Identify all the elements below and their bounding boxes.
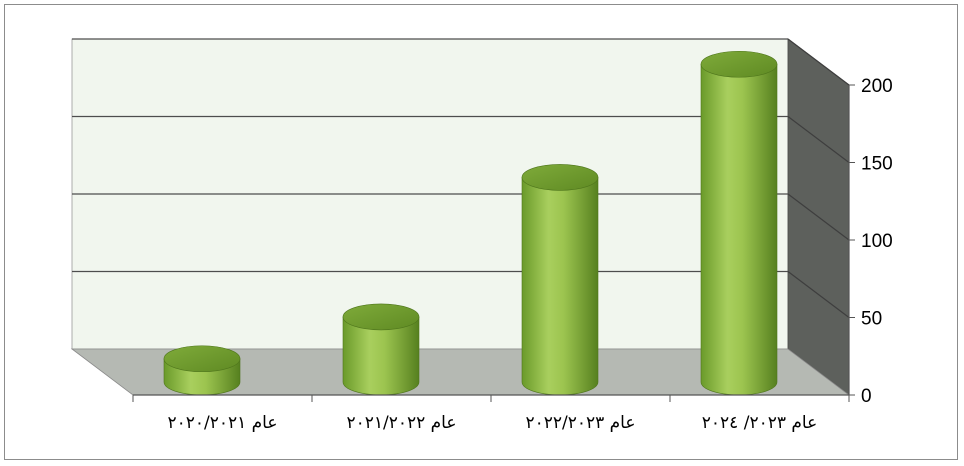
x-tick-label: عام ٢٠٢٠/٢٠٢١ [167,413,277,433]
gridline-side [787,116,850,163]
bar-body [521,177,599,396]
y-tick-label: 150 [861,154,893,175]
y-tick-label: 0 [861,386,872,407]
x-tick-label: عام ٢٠٢٣/ ٢٠٢٤ [702,413,817,433]
gridline-side [787,193,850,241]
bar [163,345,241,396]
x-tick-label: عام ٢٠٢١/٢٠٢٢ [346,413,456,433]
gridline-side [787,271,850,318]
bar-body [700,63,778,396]
bar-top [700,50,778,78]
y-tick-label: 50 [861,309,882,330]
x-axis-labels: عام ٢٠٢٠/٢٠٢١ عام ٢٠٢١/٢٠٢٢ عام ٢٠٢٢/٢٠٢٣ ع… [167,413,817,433]
bars [163,50,778,396]
bar [700,50,778,396]
bar-top [163,345,241,373]
y-axis-ticks: 0 50 100 150 200 [849,76,893,407]
bar [342,303,420,396]
bar-top [342,303,420,331]
y-tick-label: 200 [861,76,893,97]
bar-top [521,164,599,191]
x-tick-label: عام ٢٠٢٢/٢٠٢٣ [525,413,635,433]
y-tick-label: 100 [861,231,893,252]
bar [521,164,599,396]
gridlines [72,38,850,318]
gridline-side [787,38,850,86]
